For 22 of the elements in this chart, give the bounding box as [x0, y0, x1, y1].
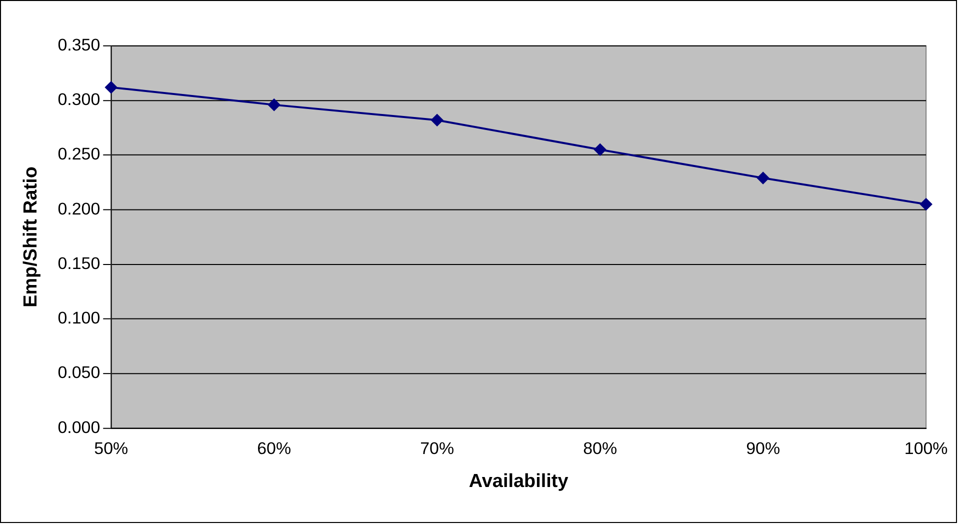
y-tick-label: 0.150 [58, 254, 100, 273]
y-tick-label: 0.050 [58, 363, 100, 382]
y-tick-label: 0.100 [58, 308, 100, 328]
point [757, 172, 770, 184]
y-tick-label: 0.300 [58, 90, 100, 110]
point [105, 81, 118, 94]
y-tick-label: 0.000 [58, 418, 100, 437]
x-tick-label: 70% [420, 438, 454, 458]
y-axis-title: Emp/Shift Ratio [20, 166, 42, 308]
y-tick-label: 0.350 [58, 36, 100, 54]
y-tick-label: 0.200 [58, 199, 100, 218]
point [268, 98, 280, 111]
x-tick-label: 100% [904, 438, 948, 458]
x-tick-label: 50% [94, 438, 128, 458]
x-tick-label: 80% [583, 438, 618, 458]
x-axis-title: Availability [468, 470, 569, 492]
x-tick-label: 90% [746, 438, 780, 458]
point [594, 144, 606, 156]
point [431, 114, 444, 126]
y-tick-label: 0.250 [58, 144, 100, 164]
point [920, 198, 932, 210]
x-tick-label: 60% [257, 438, 292, 458]
